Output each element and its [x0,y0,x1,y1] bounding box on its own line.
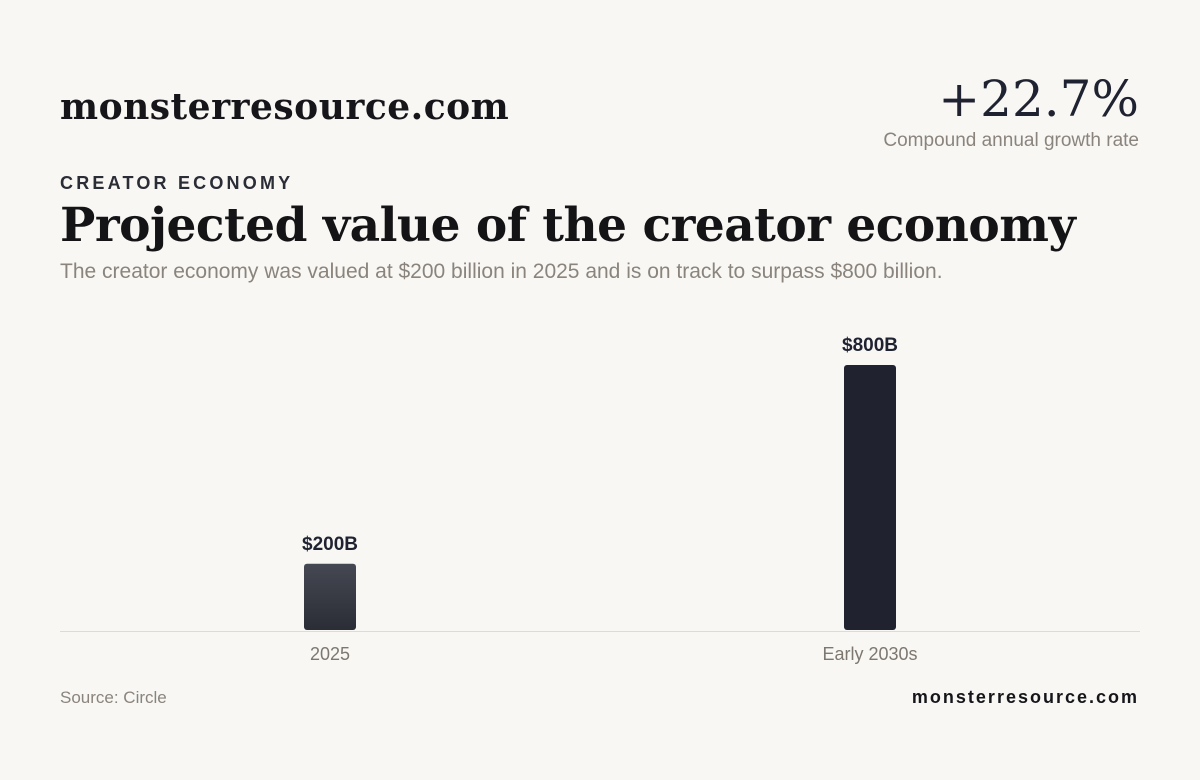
x-axis-ticks: 2025 Early 2030s [310,644,918,664]
bar-chart: $200B $800B 2025 Early 2030s [60,335,1140,664]
footer-brand: monsterresource.com [911,687,1139,707]
x-tick-label-0: 2025 [310,644,350,664]
brand-logo-text: monsterresource.com [60,86,510,128]
x-tick-label-1: Early 2030s [822,644,917,664]
bar-1 [844,365,896,630]
growth-rate-value: +22.7% [938,70,1139,128]
bar-value-label-1: $800B [842,335,898,356]
source-note: Source: Circle [60,688,167,707]
growth-rate-caption: Compound annual growth rate [883,130,1139,151]
bar-0 [304,563,356,630]
growth-stat: +22.7% Compound annual growth rate [883,68,1139,152]
bar-group: $200B $800B [302,335,898,630]
bar-value-label-0: $200B [302,534,358,555]
chart-title: Projected value of the creator economy [60,198,1076,253]
chart-subtitle: The creator economy was valued at $200 b… [60,260,943,283]
section-eyebrow: CREATOR ECONOMY [60,173,294,193]
